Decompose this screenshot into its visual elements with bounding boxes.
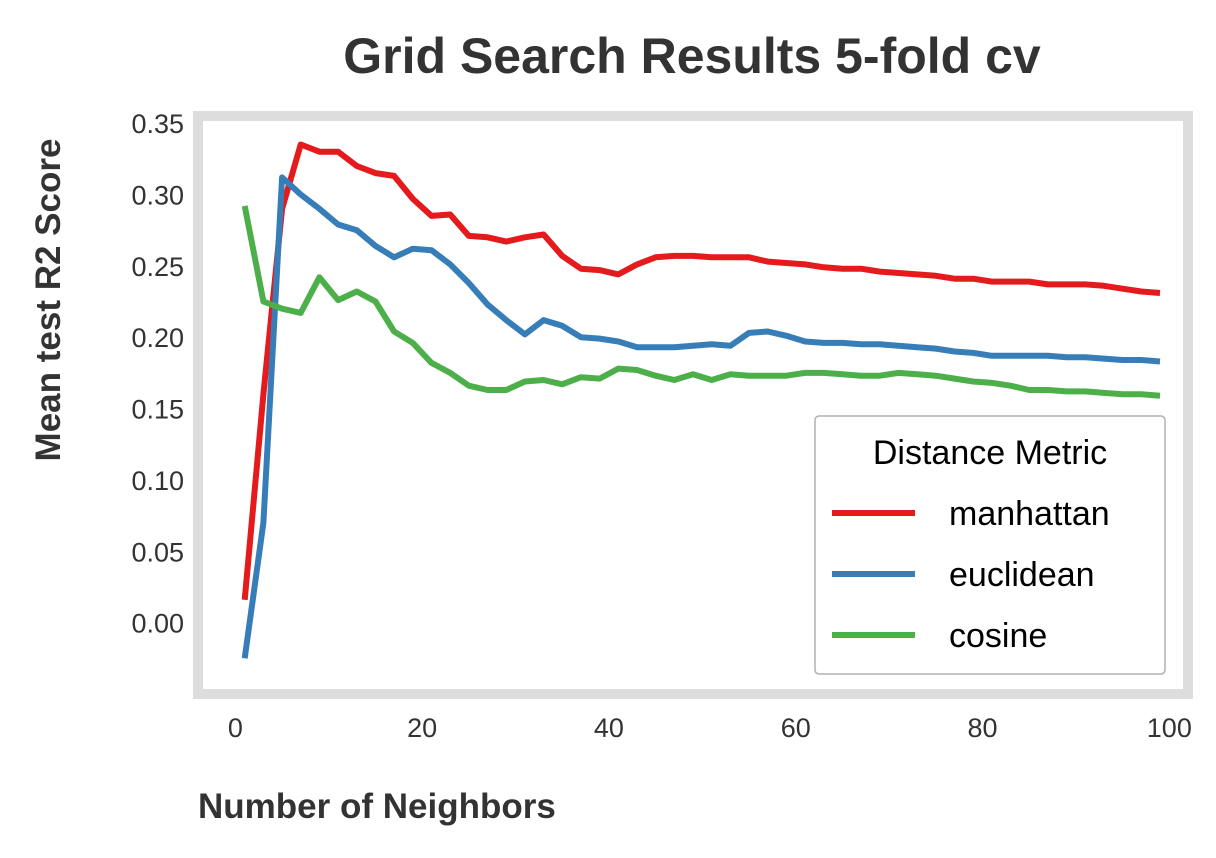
y-tick-label: 0.20 bbox=[131, 323, 184, 353]
x-axis-ticks: 0 20 40 60 80 100 bbox=[228, 713, 1192, 743]
x-tick-label: 20 bbox=[407, 713, 437, 743]
chart-title: Grid Search Results 5-fold cv bbox=[343, 28, 1041, 84]
legend-items: manhattan euclidean cosine bbox=[832, 495, 1110, 655]
y-tick-label: 0.15 bbox=[131, 395, 184, 425]
x-tick-label: 100 bbox=[1147, 713, 1192, 743]
legend-title: Distance Metric bbox=[873, 434, 1107, 472]
y-tick-label: 0.00 bbox=[131, 609, 184, 639]
legend: Distance Metric manhattan euclidean cosine bbox=[814, 415, 1166, 675]
x-tick-label: 0 bbox=[228, 713, 243, 743]
series-line-cosine bbox=[241, 205, 1161, 399]
x-tick-label: 80 bbox=[968, 713, 998, 743]
x-axis-label: Number of Neighbors bbox=[198, 787, 556, 826]
y-axis-label: Mean test R2 Score bbox=[29, 139, 68, 462]
series-lines bbox=[241, 141, 1161, 659]
legend-label-manhattan: manhattan bbox=[949, 495, 1110, 533]
legend-label-cosine: cosine bbox=[949, 617, 1047, 655]
series-line-manhattan bbox=[241, 141, 1161, 601]
y-tick-label: 0.25 bbox=[131, 252, 184, 282]
legend-label-euclidean: euclidean bbox=[949, 556, 1095, 594]
series-line-euclidean bbox=[241, 174, 1161, 659]
y-tick-label: 0.30 bbox=[131, 180, 184, 210]
y-tick-label: 0.10 bbox=[131, 466, 184, 496]
y-tick-label: 0.05 bbox=[131, 537, 184, 567]
y-axis-ticks: 0.00 0.05 0.10 0.15 0.20 0.25 0.30 0.35 bbox=[131, 109, 184, 639]
x-tick-label: 40 bbox=[594, 713, 624, 743]
legend-box bbox=[814, 415, 1166, 675]
x-tick-label: 60 bbox=[781, 713, 811, 743]
y-tick-label: 0.35 bbox=[131, 109, 184, 139]
